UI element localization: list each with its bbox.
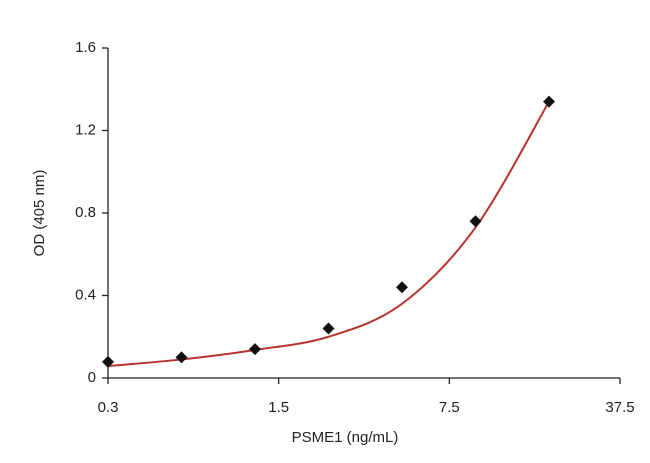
y-tick-label: 0.4 — [75, 286, 96, 303]
x-axis-label: PSME1 (ng/mL) — [292, 429, 399, 446]
data-point — [543, 95, 556, 108]
data-point — [249, 343, 262, 356]
x-tick-label: 7.5 — [439, 399, 460, 416]
y-axis-label: OD (405 nm) — [31, 170, 48, 257]
y-tick-label: 0.8 — [75, 204, 96, 221]
data-point — [102, 355, 114, 368]
y-tick-label: 1.6 — [75, 39, 96, 56]
x-tick-label: 0.3 — [98, 399, 119, 416]
data-point — [469, 215, 482, 228]
y-tick-label: 1.2 — [75, 121, 96, 138]
data-point — [175, 351, 188, 364]
y-tick-label: 0 — [88, 369, 96, 386]
data-point — [322, 322, 335, 335]
x-tick-label: 1.5 — [268, 399, 289, 416]
data-point — [396, 281, 409, 294]
x-tick-label: 37.5 — [605, 399, 634, 416]
